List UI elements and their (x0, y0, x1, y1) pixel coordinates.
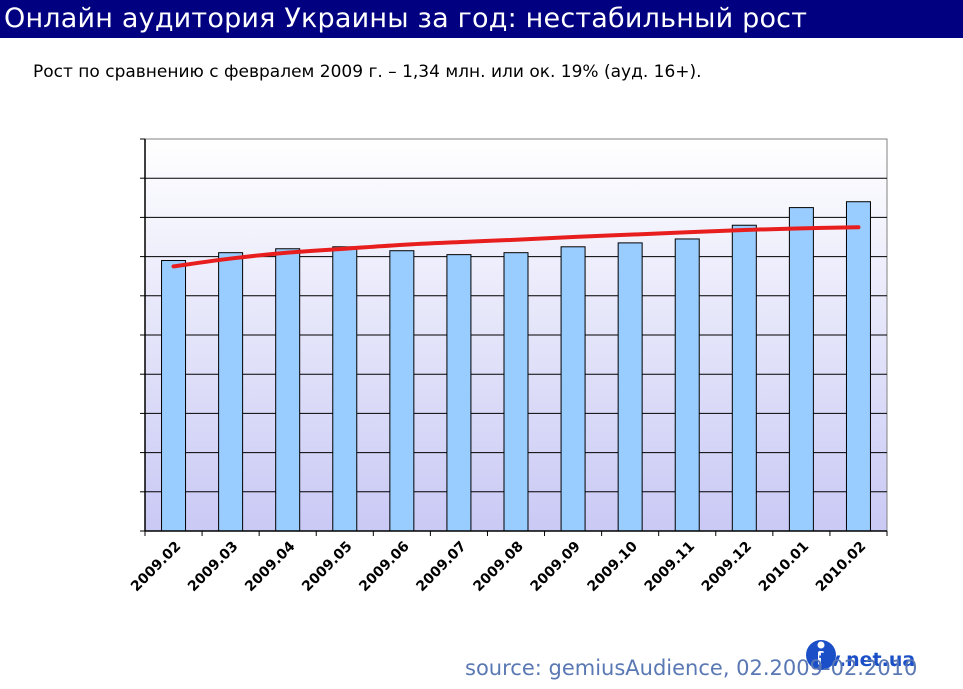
bar-2010.02 (845, 201, 871, 532)
source-caption: source: gemiusAudience, 02.2009-02.2010 (465, 656, 918, 680)
bar-2009.10 (617, 242, 643, 532)
bar-2009.02 (161, 260, 187, 532)
x-tick-label: 2009.04 (242, 538, 299, 595)
bar-2009.05 (332, 246, 358, 532)
bar-2009.03 (218, 252, 244, 532)
bar-2009.12 (731, 224, 757, 532)
x-tick-label: 2009.05 (299, 539, 355, 595)
page-title: Онлайн аудитория Украины за год: нестаби… (0, 0, 963, 38)
x-tick-label: 2009.06 (356, 539, 412, 595)
x-tick-label: 2009.11 (642, 539, 698, 595)
x-tick-label: 2009.12 (699, 539, 755, 595)
bar-2009.07 (446, 254, 472, 532)
x-tick-label: 2010.02 (813, 539, 869, 595)
x-tick-label: 2009.09 (528, 539, 584, 595)
bar-2009.08 (503, 252, 529, 532)
x-tick-label: 2009.02 (128, 539, 184, 595)
logo-text: tv.net.ua (819, 649, 916, 671)
bar-2010.01 (788, 207, 814, 532)
chart-subtitle: Рост по сравнению с февралем 2009 г. – 1… (33, 62, 702, 82)
trend-line (171, 225, 861, 269)
bar-2009.09 (560, 246, 586, 532)
bar-2009.04 (275, 248, 301, 532)
x-tick-label: 2010.01 (756, 539, 812, 595)
x-tick-label: 2009.07 (413, 539, 469, 595)
bar-2009.06 (389, 250, 415, 532)
x-tick-label: 2009.08 (470, 539, 526, 595)
x-tick-label: 2009.10 (585, 538, 642, 595)
tvnet-logo (806, 640, 836, 670)
bar-2009.11 (674, 238, 700, 532)
x-tick-label: 2009.03 (185, 539, 241, 595)
